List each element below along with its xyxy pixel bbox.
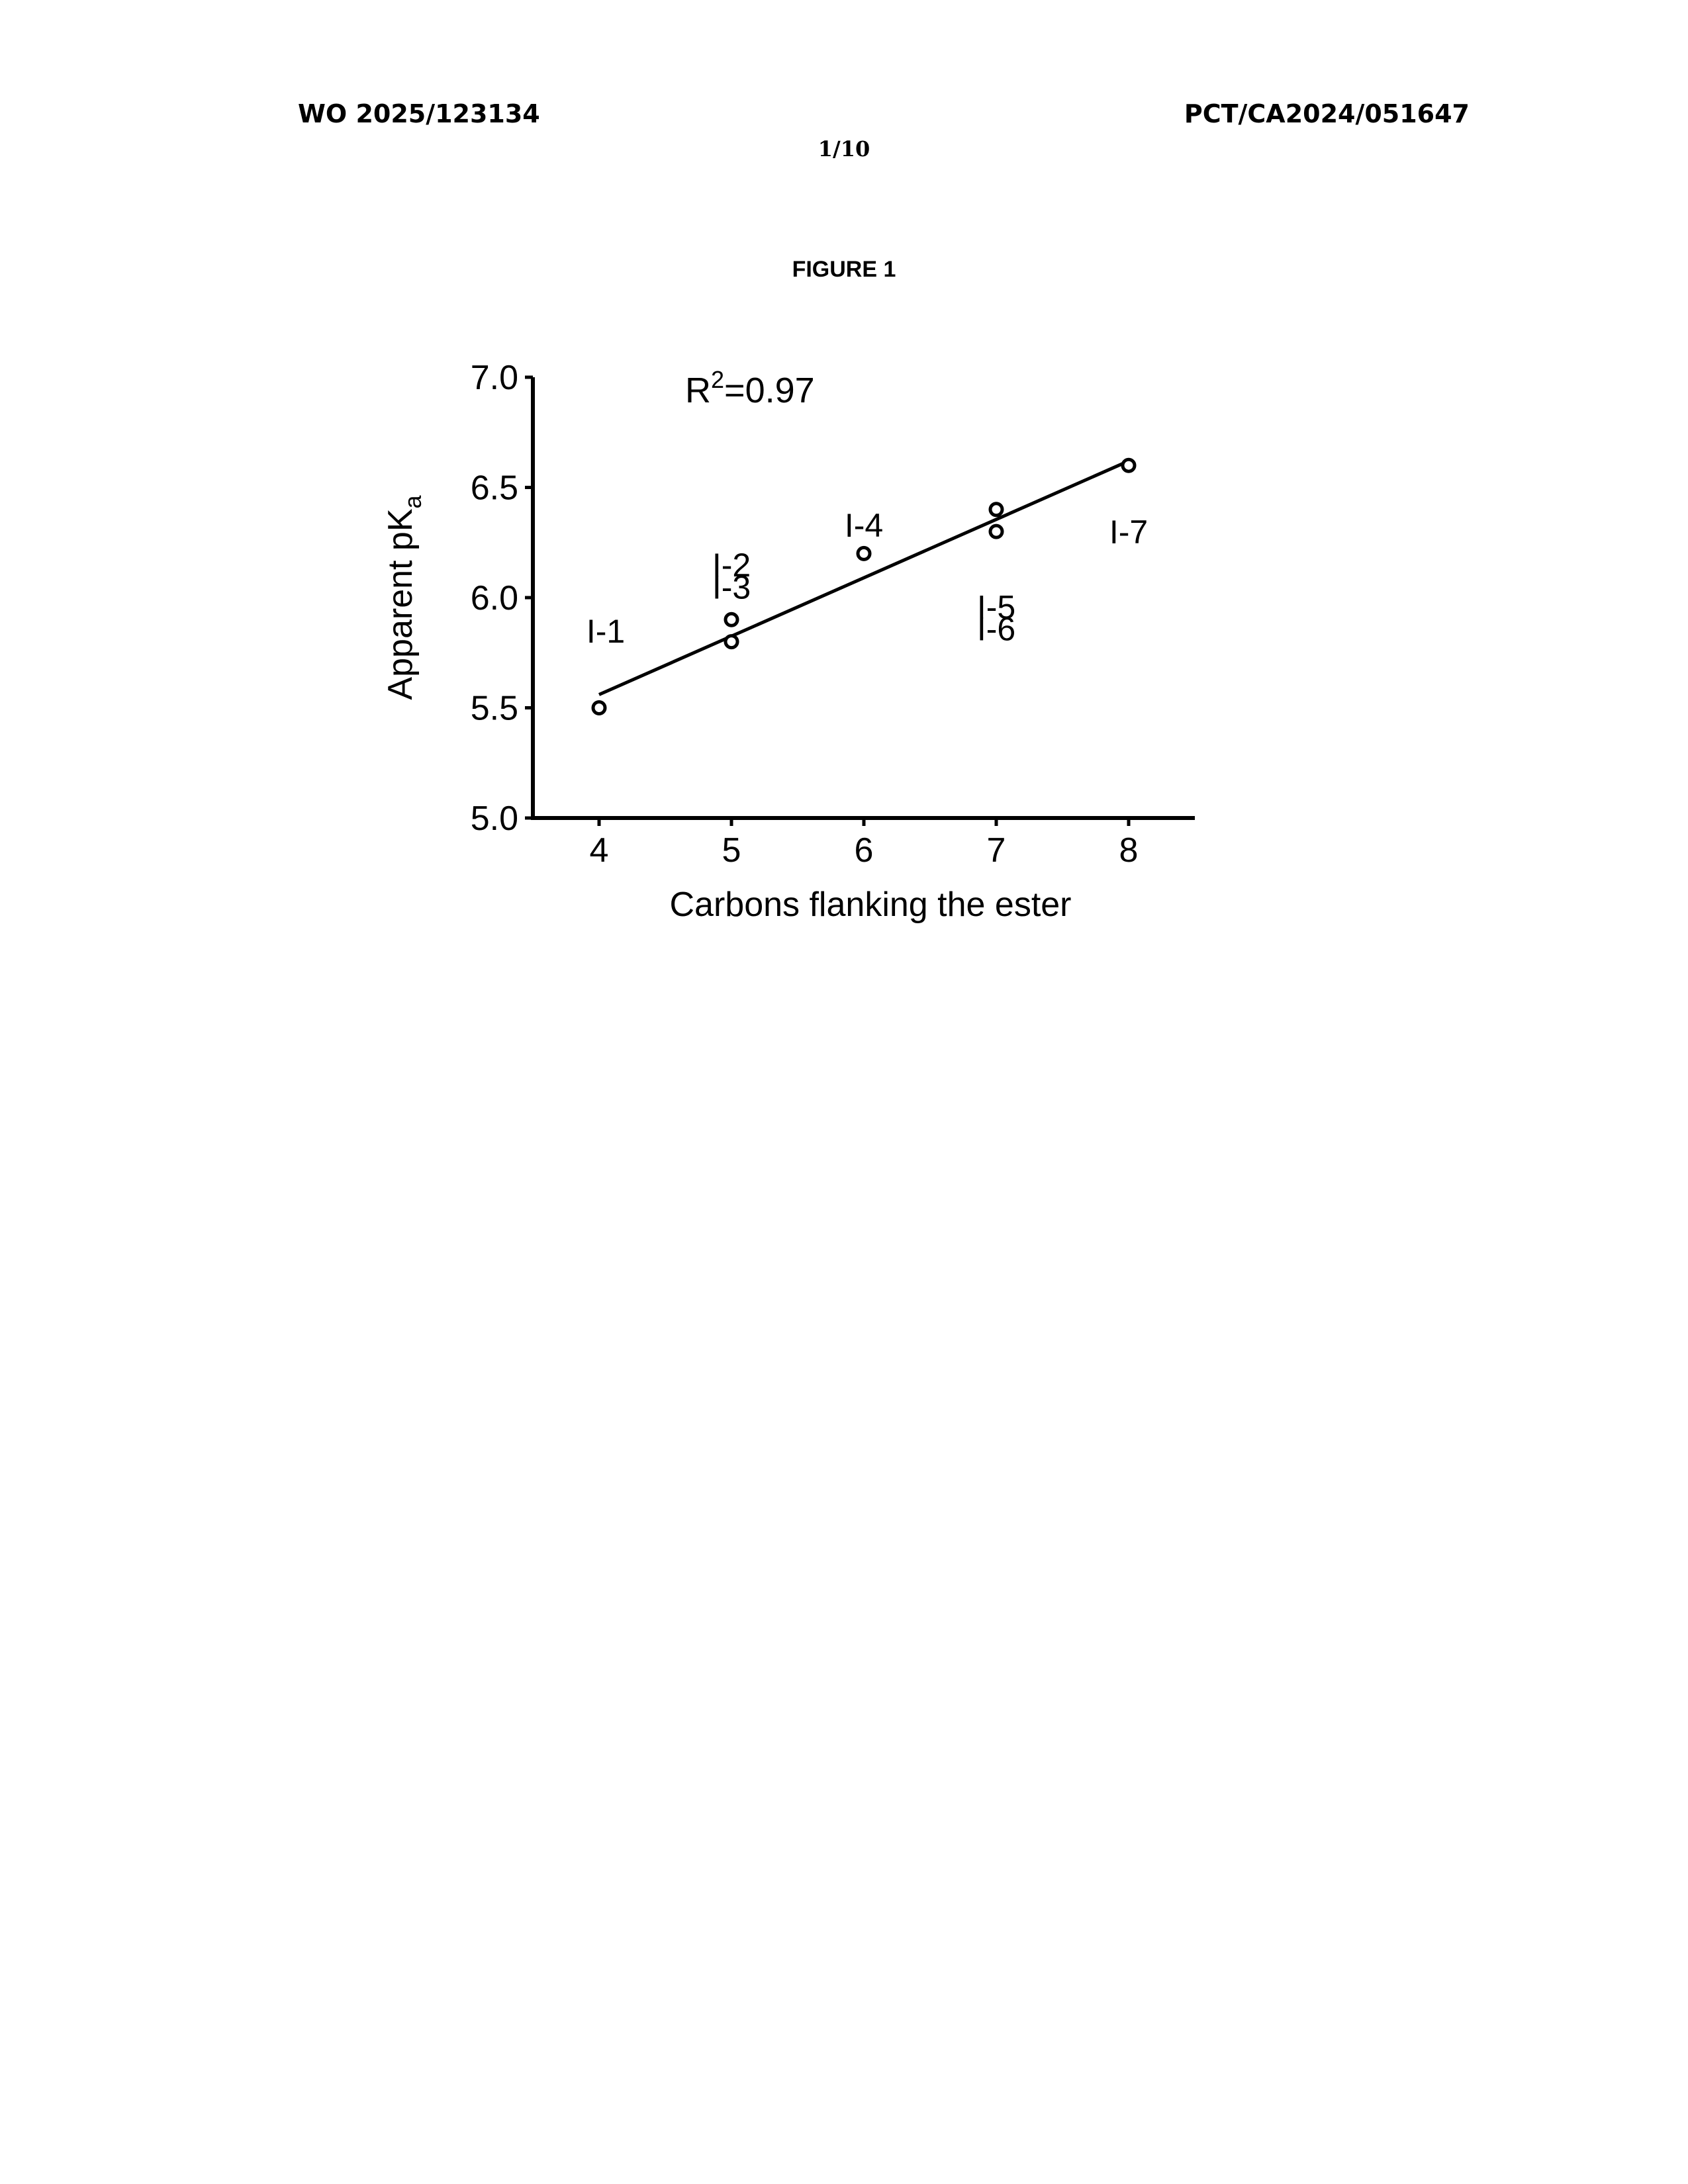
point-label: I-6: [977, 611, 1015, 648]
point-label: I-3: [712, 569, 751, 606]
y-tick-label: 5.5: [471, 690, 518, 728]
data-point: [1123, 459, 1135, 471]
y-axis: 5.0 5.5 6.0 6.5 7.0 Apparent pKa: [381, 359, 533, 838]
fit-line: [599, 461, 1129, 695]
x-tick-label: 7: [987, 831, 1006, 870]
y-axis-label-subscript: a: [399, 494, 426, 508]
point-labels: I-1I-2I-3I-4I-5I-6I-7: [586, 507, 1148, 650]
chart: 5.0 5.5 6.0 6.5 7.0 Apparent pKa 4 5 6 7 8 Carbons…: [0, 0, 1688, 993]
point-label: I-7: [1109, 514, 1148, 551]
x-tick-label: 5: [722, 831, 741, 870]
r-squared-superscript: 2: [711, 366, 724, 393]
x-axis-label: Carbons flanking the ester: [669, 886, 1071, 924]
r-squared-value: =0.97: [724, 371, 815, 410]
x-tick-label: 4: [590, 831, 609, 870]
x-tick-label: 8: [1119, 831, 1139, 870]
data-point: [858, 547, 870, 559]
y-tick-label: 6.0: [471, 579, 518, 617]
r-squared-r: R: [685, 371, 711, 410]
data-point: [726, 636, 737, 648]
data-points: [593, 459, 1135, 713]
r-squared-annotation: R2=0.97: [685, 366, 815, 410]
data-point: [990, 525, 1002, 537]
chart-text: R2=0.97: [685, 366, 815, 410]
point-label: I-1: [586, 613, 625, 650]
data-point: [990, 504, 1002, 516]
y-axis-label: Apparent pKa: [381, 494, 426, 700]
x-tick-label: 6: [855, 831, 874, 870]
y-tick-label: 7.0: [471, 359, 518, 397]
point-label: I-4: [845, 507, 883, 544]
y-tick-label: 6.5: [471, 469, 518, 508]
data-point: [593, 702, 605, 714]
x-axis: 4 5 6 7 8 Carbons flanking the ester: [531, 818, 1195, 924]
fit-line-group: [599, 461, 1129, 695]
y-tick-label: 5.0: [471, 799, 518, 838]
data-point: [726, 614, 737, 625]
